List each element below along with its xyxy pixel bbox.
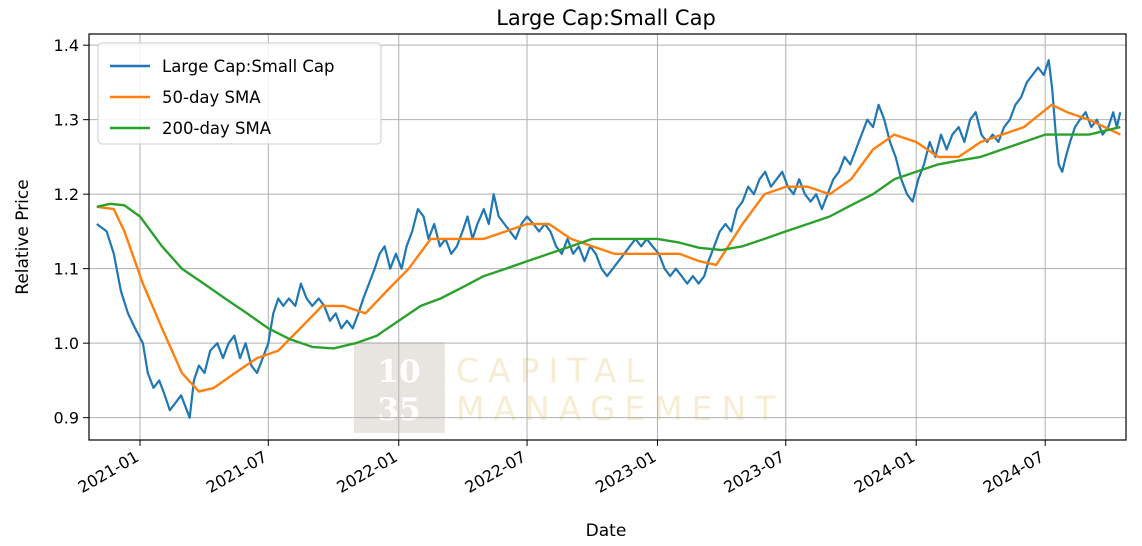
watermark: 10 35 CAPITAL MANAGEMENT [354, 342, 784, 433]
sma-200-line [96, 125, 1121, 350]
y-tick-label: 0.9 [54, 409, 79, 428]
x-tick-label: 2024-07 [980, 447, 1047, 497]
x-axis-title: Date [586, 521, 627, 541]
sma-50-line [96, 103, 1121, 393]
x-tick-label: 2023-01 [592, 447, 659, 497]
watermark-word-top: CAPITAL [456, 351, 653, 390]
x-tick-label: 2022-07 [462, 447, 529, 497]
chart-title: Large Cap:Small Cap [496, 6, 716, 30]
x-tick-label: 2021-01 [75, 447, 142, 497]
x-tick-label: 2024-01 [851, 447, 918, 497]
x-tick-label: 2021-07 [203, 447, 270, 497]
y-tick-label: 1.0 [54, 334, 79, 353]
x-tick-label: 2022-01 [333, 447, 400, 497]
y-tick-label: 1.2 [54, 185, 79, 204]
y-tick-label: 1.4 [54, 36, 79, 55]
y-tick-label: 1.3 [54, 111, 79, 130]
y-tick-label: 1.1 [54, 260, 79, 279]
x-axis-ticks: 2021-01 2021-07 2022-01 2022-07 2023-01 2023-… [75, 440, 1047, 497]
legend-item-sma-200-label: 200-day SMA [162, 119, 272, 138]
legend-item-sma-50-label: 50-day SMA [162, 88, 261, 107]
series-lines [96, 59, 1122, 419]
x-tick-label: 2023-07 [720, 447, 787, 497]
y-axis-ticks: 0.9 1.0 1.1 1.2 1.3 1.4 [54, 36, 89, 428]
legend-item-ratio-label: Large Cap:Small Cap [162, 57, 335, 76]
watermark-word-bottom: MANAGEMENT [456, 389, 784, 428]
y-axis-title: Relative Price [13, 179, 33, 294]
legend: Large Cap:Small Cap 50-day SMA 200-day SMA [97, 42, 382, 145]
legend-box [97, 42, 382, 145]
plot-frame [88, 33, 1127, 441]
ratio-line [96, 59, 1122, 419]
